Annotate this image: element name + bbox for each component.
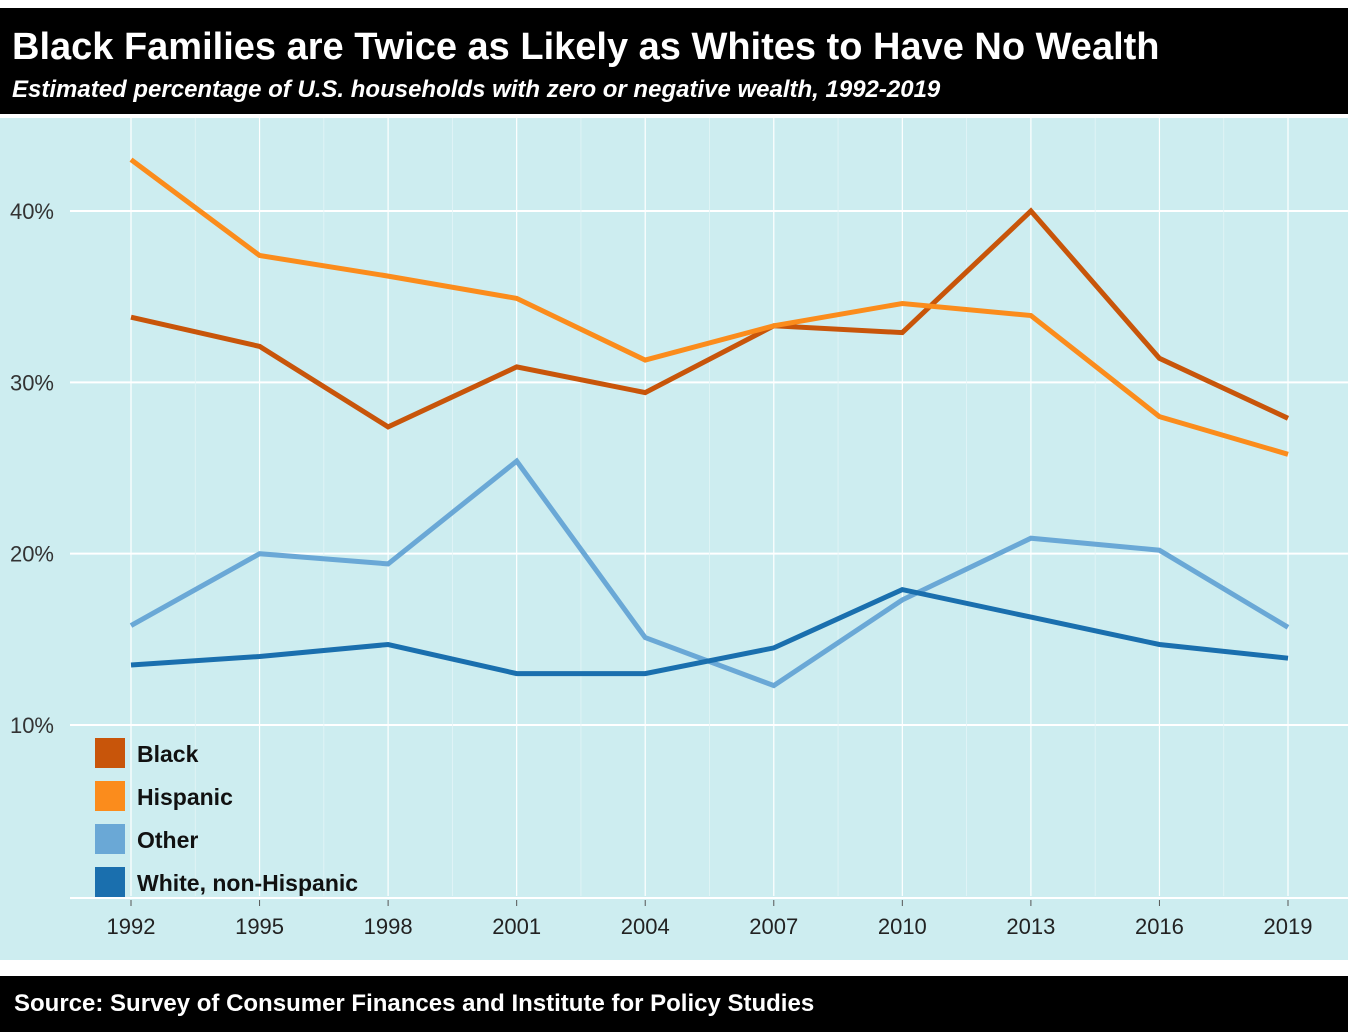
chart-title: Black Families are Twice as Likely as Wh… (12, 26, 1160, 68)
x-axis: 1992 1995 1998 2001 2004 2007 2010 2013 2016 2019 (107, 900, 1313, 939)
plot-background (0, 118, 1348, 960)
legend-label-other: Other (137, 827, 198, 853)
legend-swatch-hispanic (95, 781, 125, 811)
title-bar: Black Families are Twice as Likely as Wh… (0, 8, 1348, 114)
x-tick-label: 1992 (107, 914, 156, 939)
legend-label-white-non-hispanic: White, non-Hispanic (137, 870, 358, 896)
legend-label-black: Black (137, 741, 199, 767)
y-tick-label: 10% (10, 713, 54, 738)
legend-swatch-black (95, 738, 125, 768)
source-note: Source: Survey of Consumer Finances and … (14, 990, 815, 1017)
source-bar: Source: Survey of Consumer Finances and … (0, 976, 1348, 1032)
y-axis: 10% 20% 30% 40% (10, 199, 54, 738)
series-line-hispanic (129, 157, 1289, 457)
series-line-black (130, 207, 1290, 430)
gridlines (70, 118, 1348, 899)
x-tick-label: 2004 (621, 914, 670, 939)
y-tick-label: 30% (10, 370, 54, 395)
x-tick-label: 2007 (749, 914, 798, 939)
legend-swatch-white-non-hispanic (95, 867, 125, 897)
legend-label-hispanic: Hispanic (137, 784, 233, 810)
chart-subtitle: Estimated percentage of U.S. households … (12, 76, 941, 103)
y-tick-label: 20% (10, 542, 54, 567)
plot-area: 10% 20% 30% 40% 1992 1995 1998 2001 2004 2007 201… (0, 118, 1348, 960)
y-tick-label: 40% (10, 199, 54, 224)
x-tick-label: 2016 (1135, 914, 1184, 939)
x-tick-label: 2013 (1006, 914, 1055, 939)
x-tick-label: 1995 (235, 914, 284, 939)
x-tick-label: 2019 (1264, 914, 1313, 939)
legend: Black Hispanic Other White, non-Hispanic (95, 738, 358, 897)
x-tick-label: 2010 (878, 914, 927, 939)
legend-swatch-other (95, 824, 125, 854)
series-line-white-non-hispanic (130, 586, 1289, 677)
x-tick-label: 1998 (364, 914, 413, 939)
x-tick-label: 2001 (492, 914, 541, 939)
series-lines (129, 157, 1290, 689)
line-chart: 10% 20% 30% 40% 1992 1995 1998 2001 2004 2007 201… (0, 118, 1348, 960)
